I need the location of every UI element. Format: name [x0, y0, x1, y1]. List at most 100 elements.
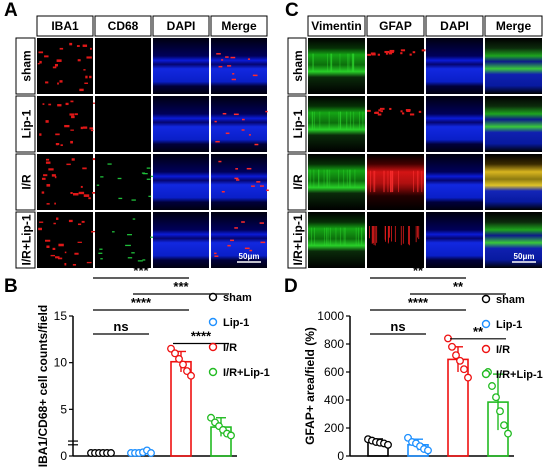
chart-d-legend-label: I/R	[496, 344, 510, 356]
panel-a-micrograph	[95, 154, 157, 210]
panel-c-scale-bar-label: 50μm	[514, 252, 535, 261]
chart-b-data-point	[227, 431, 235, 440]
panel-c-row-label: I/R+Lip-1	[291, 214, 305, 265]
panel-c-column-header-box	[484, 15, 543, 37]
panel-a-micrograph	[211, 38, 267, 94]
panel-a-row-label-box	[15, 95, 36, 153]
chart-b-significance-label: ***	[173, 279, 189, 294]
panel-a-column-header: IBA1	[51, 19, 79, 33]
panel-c-micrograph	[367, 154, 424, 210]
chart-d-data-point	[500, 421, 508, 430]
chart-d-data-point	[460, 365, 468, 374]
chart-b-significance-label: ****	[131, 295, 152, 310]
panel-a-row-label: sham	[20, 50, 34, 81]
chart-b-legend-label: sham	[223, 292, 252, 304]
panel-a-micrograph	[95, 212, 155, 268]
panel-a-micrograph	[37, 212, 97, 268]
panel-a-column-header: Merge	[221, 19, 257, 33]
chart-d-y-tick-label: 800	[324, 337, 344, 351]
chart-d-y-tick-label: 0	[337, 449, 344, 463]
panel-c-column-header: Merge	[496, 19, 532, 33]
panel-a-row-label-box	[15, 153, 36, 211]
chart-b-legend-label: I/R	[223, 342, 237, 354]
panel-c-row-label-box	[287, 37, 307, 95]
panel-c-row-label-box	[287, 95, 307, 153]
panel-letter-b: B	[4, 276, 18, 297]
chart-b-legend-marker	[208, 367, 218, 377]
chart-d-legend-marker	[481, 369, 491, 379]
chart-d-data-point	[424, 446, 432, 455]
panel-a-column-header-box	[210, 15, 268, 37]
chart-d-significance-label: ns	[390, 319, 405, 334]
panel-c-row-label: sham	[291, 50, 305, 81]
panel-c-column-header-box	[307, 15, 366, 37]
chart-d-data-point	[456, 356, 464, 365]
panel-a-row-label: I/R+Lip-1	[20, 214, 34, 265]
panel-letter-a: A	[4, 0, 18, 21]
chart-d-y-tick-label: 200	[324, 421, 344, 435]
panel-c-micrograph	[485, 154, 542, 210]
panel-c-micrograph	[308, 96, 365, 152]
chart-b-data-point	[187, 371, 195, 380]
panel-letter-d: D	[284, 276, 298, 297]
panel-c-micrograph	[308, 154, 365, 210]
chart-d-y-tick-label: 400	[324, 393, 344, 407]
chart-b-data-point	[179, 360, 187, 369]
chart-d-legend-label: sham	[496, 294, 525, 306]
chart-d-data-point	[496, 407, 504, 416]
panel-c-column-header: Vimentin	[311, 19, 361, 33]
panel-c-row-label-box	[287, 211, 307, 269]
chart-d-legend-marker	[481, 344, 491, 354]
panel-a-micrograph	[37, 96, 98, 152]
chart-b-data-point	[175, 354, 183, 363]
chart-d-significance-label: **	[453, 279, 464, 294]
panel-a-micrograph	[211, 154, 269, 210]
panel-c-micrograph	[367, 212, 424, 268]
panel-c-micrograph	[426, 96, 483, 152]
chart-b-legend-marker	[208, 317, 218, 327]
panel-a-micrograph	[211, 96, 268, 152]
chart-d-y-tick-label: 1000	[317, 309, 344, 323]
panel-a-column-header-box	[94, 15, 152, 37]
chart-d-significance-label: **	[413, 263, 424, 278]
chart-b-significance-label: ns	[113, 319, 128, 334]
chart-d-data-point	[452, 351, 460, 360]
panel-a-micrograph	[95, 96, 151, 152]
panel-c-column-header: GFAP	[379, 19, 412, 33]
chart-b-legend-label: Lip-1	[223, 317, 249, 329]
panel-c-row-label: I/R	[291, 174, 305, 190]
panel-a-micrograph	[153, 38, 209, 94]
panel-a-column-header: DAPI	[167, 19, 196, 33]
panel-a-row-label: Lip-1	[20, 109, 34, 138]
chart-b-data-point	[147, 449, 155, 457]
chart-b-y-tick-label: 10	[54, 356, 68, 370]
panel-a-micrograph	[37, 154, 98, 210]
panel-c-micrograph	[367, 38, 426, 94]
panel-a-row-label-box	[15, 211, 36, 269]
panel-c-micrograph	[367, 96, 424, 152]
panel-a-column-header: CD68	[108, 19, 139, 33]
panel-letter-c: C	[285, 0, 299, 21]
chart-d-bar	[447, 358, 469, 457]
panel-c-row-label-box	[287, 153, 307, 211]
chart-d-y-tick-label: 600	[324, 365, 344, 379]
panel-c-micrograph	[485, 96, 542, 152]
panel-c-micrograph	[426, 154, 483, 210]
panel-a-column-header-box	[152, 15, 210, 37]
panel-a-micrograph	[95, 38, 151, 94]
chart-b-y-label: IBA1/CD68+ cell counts/field	[36, 305, 50, 467]
panel-a-micrograph	[153, 96, 209, 152]
chart-d-legend-label: Lip-1	[496, 319, 522, 331]
chart-b-legend-marker	[208, 342, 218, 352]
panel-a-micrograph	[211, 212, 267, 268]
chart-b-data-point	[107, 449, 115, 457]
chart-b-y-tick-label: 0	[60, 449, 67, 463]
panel-a-column-header-box	[36, 15, 94, 37]
panel-c-row-label: Lip-1	[291, 109, 305, 138]
panel-c-column-header: DAPI	[440, 19, 469, 33]
chart-d-data-point	[464, 373, 472, 382]
chart-d-legend-marker	[481, 294, 491, 304]
chart-d-significance-label: **	[473, 324, 484, 339]
chart-b-y-tick-label: 5	[60, 402, 67, 416]
